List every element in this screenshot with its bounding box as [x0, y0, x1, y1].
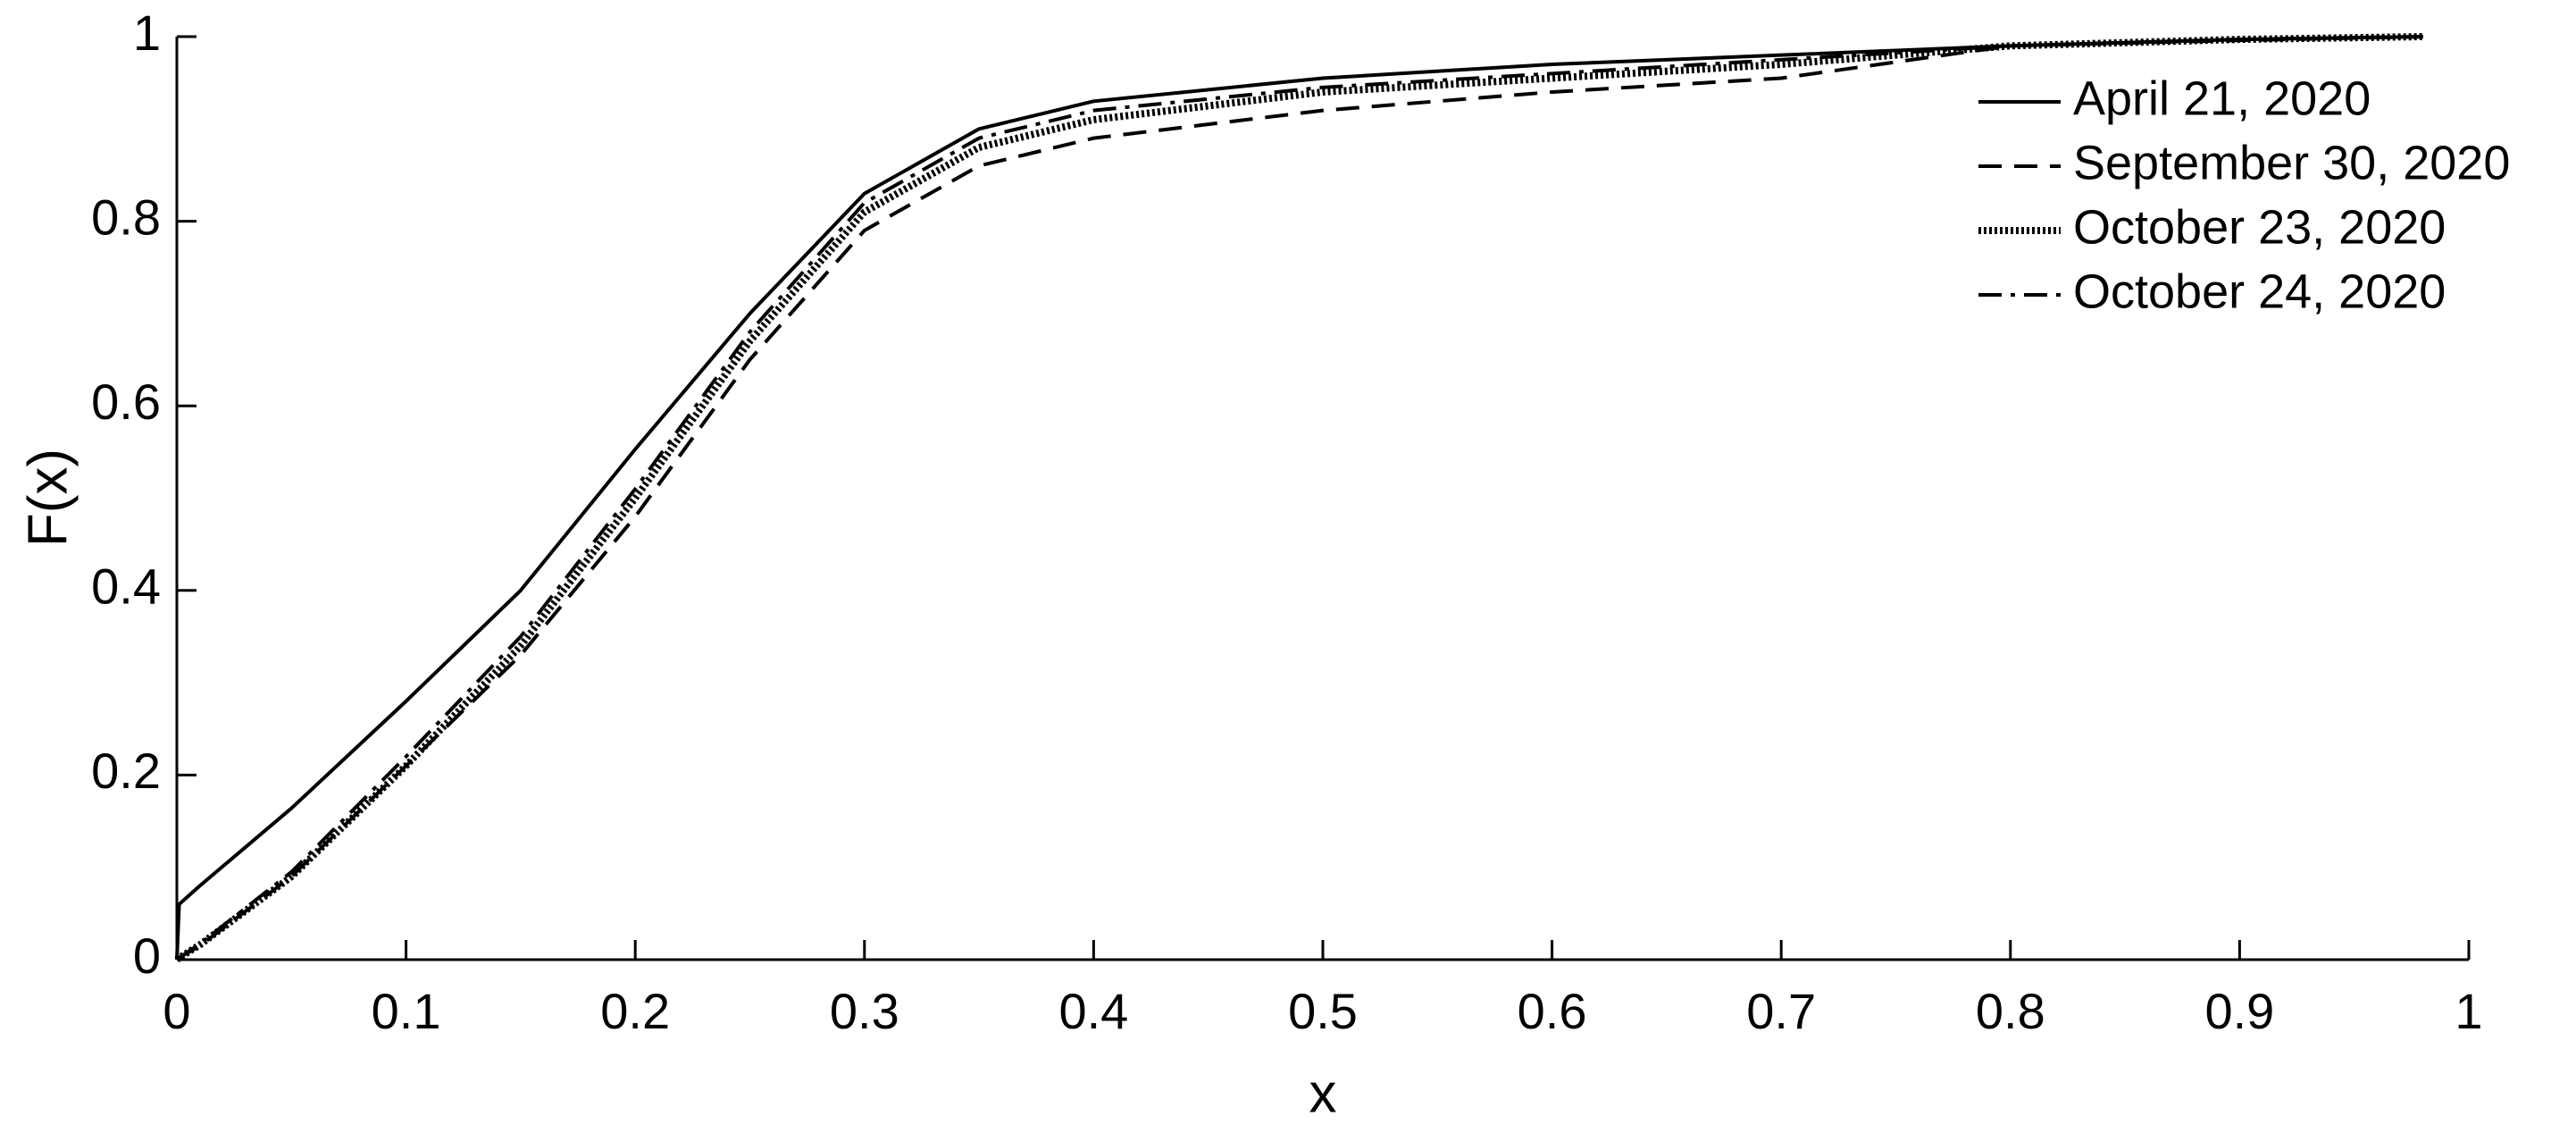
- x-tick-label: 0.5: [1288, 983, 1358, 1039]
- x-tick-label: 0.8: [1976, 983, 2045, 1039]
- x-tick-label: 0.3: [830, 983, 899, 1039]
- y-tick-label: 0.8: [91, 189, 161, 245]
- y-tick-label: 0: [133, 927, 161, 984]
- y-axis-label: F(x): [17, 449, 79, 547]
- x-tick-label: 0.4: [1058, 983, 1128, 1039]
- x-tick-label: 1: [2455, 983, 2482, 1039]
- y-tick-label: 1: [133, 4, 161, 61]
- legend-label: September 30, 2020: [2073, 136, 2510, 189]
- y-tick-label: 0.2: [91, 743, 161, 799]
- x-axis-label: x: [1309, 1062, 1337, 1124]
- x-tick-label: 0.9: [2204, 983, 2274, 1039]
- x-tick-label: 0.6: [1518, 983, 1587, 1039]
- legend-label: October 24, 2020: [2073, 264, 2446, 318]
- y-tick-label: 0.6: [91, 373, 161, 430]
- series-line: [175, 35, 2423, 961]
- y-tick-label: 0.4: [91, 558, 161, 615]
- series-line: [175, 35, 2423, 961]
- x-tick-label: 0.2: [600, 983, 670, 1039]
- x-tick-label: 0.7: [1746, 983, 1816, 1039]
- x-tick-label: 0: [163, 983, 190, 1039]
- series-line: [174, 33, 2423, 963]
- legend-label: October 23, 2020: [2073, 200, 2446, 254]
- series-line: [175, 35, 2423, 961]
- x-tick-label: 0.1: [372, 983, 441, 1039]
- legend-label: April 21, 2020: [2073, 71, 2371, 125]
